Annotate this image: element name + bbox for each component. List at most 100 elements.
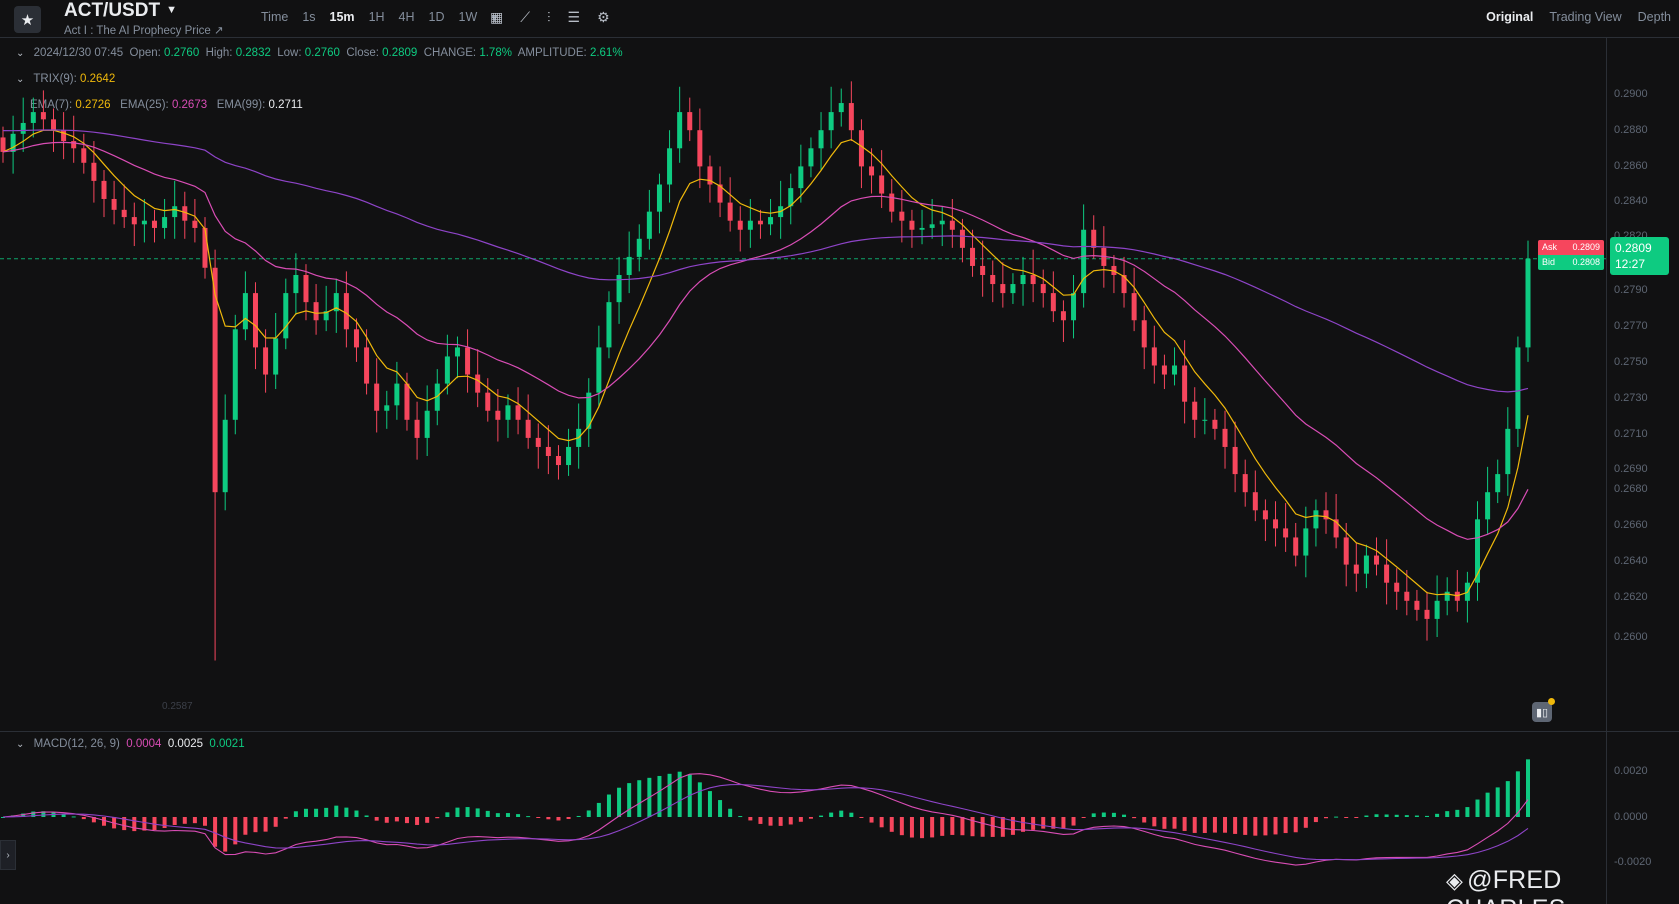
macd-histogram-bar	[384, 817, 389, 823]
layout-icon[interactable]: ☰	[567, 9, 581, 25]
interval-1s[interactable]: 1s	[302, 10, 316, 24]
axis-divider	[1606, 38, 1607, 904]
candle-body	[566, 446, 572, 466]
calendar-icon[interactable]: ▦	[490, 9, 504, 25]
candle-body	[1495, 474, 1501, 493]
candle-body	[1434, 600, 1440, 619]
macd-histogram-bar	[425, 817, 430, 823]
candle-body	[1222, 428, 1228, 447]
candle-body	[919, 227, 925, 230]
price-tick-label: 0.2710	[1614, 428, 1648, 440]
view-switcher: Original Trading View Depth	[1486, 10, 1671, 24]
candle-body	[515, 405, 521, 420]
macd-histogram-bar	[162, 817, 167, 829]
low-marker: 0.2587	[162, 701, 193, 712]
macd-histogram-bar	[1354, 817, 1359, 818]
view-depth[interactable]: Depth	[1637, 10, 1671, 24]
macd-histogram-bar	[1233, 817, 1238, 834]
macd-histogram-bar	[576, 815, 581, 817]
more-intervals-icon[interactable]: ▾	[491, 11, 498, 25]
candle-body	[1172, 365, 1178, 375]
candle-body	[91, 162, 97, 181]
macd-histogram-bar	[192, 817, 197, 824]
candle-body	[1141, 320, 1147, 348]
candle-body	[656, 184, 662, 212]
macd-histogram-bar	[1273, 817, 1278, 835]
macd-histogram-bar	[990, 817, 995, 837]
candle-body	[1121, 275, 1127, 294]
amplitude-value: 2.61%	[589, 47, 623, 59]
pair-selector[interactable]: ACT/USDT ▼	[64, 0, 177, 22]
candle-body	[293, 275, 299, 294]
pane-divider[interactable]	[0, 731, 1679, 732]
macd-histogram-bar	[920, 817, 925, 839]
macd-histogram-bar	[667, 773, 672, 817]
macd-histogram-bar	[909, 817, 914, 838]
view-trading-view[interactable]: Trading View	[1549, 10, 1622, 24]
macd-histogram-bar	[798, 817, 803, 822]
candle-body	[606, 302, 612, 348]
ema7-line	[2, 129, 1529, 597]
candle-body	[222, 419, 228, 493]
macd-histogram-bar	[233, 817, 238, 845]
price-tick-label: 0.2750	[1614, 356, 1648, 368]
candle-body	[1252, 492, 1258, 511]
view-original[interactable]: Original	[1486, 10, 1534, 24]
macd-histogram-bar	[303, 808, 308, 817]
interval-15m[interactable]: 15m	[329, 10, 355, 24]
macd-histogram-bar	[1505, 781, 1510, 817]
price-tick-label: 0.2730	[1614, 392, 1648, 404]
pair-subtitle-link[interactable]: Act I : The AI Prophecy Price ↗	[64, 25, 224, 37]
candle-body	[1131, 293, 1137, 321]
candle-body	[101, 180, 107, 199]
tradingview-icon[interactable]: ▮▯	[1532, 702, 1552, 722]
candle-body	[1333, 519, 1339, 538]
line-tool-icon[interactable]: ⟋	[520, 9, 531, 25]
candle-body	[1384, 564, 1390, 583]
interval-1w[interactable]: 1W	[458, 10, 478, 24]
macd-histogram-bar	[566, 817, 571, 820]
candle-body	[697, 130, 703, 167]
interval-time[interactable]: Time	[261, 10, 289, 24]
candle-body	[990, 275, 996, 285]
gear-icon[interactable]: ⚙	[597, 9, 610, 25]
candle-body	[757, 220, 763, 225]
expand-arrow-icon[interactable]: ›	[0, 840, 16, 870]
interval-4h[interactable]: 4H	[398, 10, 415, 24]
candle-body	[242, 293, 248, 330]
interval-1h[interactable]: 1H	[368, 10, 385, 24]
macd-histogram-bar	[819, 815, 824, 817]
ohlc-datetime: 2024/12/30 07:45	[33, 47, 124, 59]
candle-countdown: 12:27	[1615, 257, 1646, 271]
favorite-star-icon[interactable]: ★	[14, 6, 41, 33]
candle-body	[1444, 591, 1450, 601]
candle-body	[424, 410, 430, 438]
candle-body	[232, 329, 238, 420]
macd-histogram-bar	[728, 808, 733, 817]
top-toolbar: ★ ACT/USDT ▼ Act I : The AI Prophecy Pric…	[0, 0, 1679, 38]
macd-histogram-bar	[475, 808, 480, 817]
collapse-chevron-icon[interactable]: ⌄	[16, 739, 25, 750]
candle-body	[465, 347, 471, 375]
macd-histogram-bar	[546, 817, 551, 820]
bid-value: 0.2808	[1572, 257, 1600, 267]
ema7-value: 0.2726	[75, 99, 111, 111]
candle-body	[323, 311, 329, 321]
collapse-chevron-icon[interactable]: ⌄	[16, 74, 25, 85]
price-tick-label: 0.2660	[1614, 519, 1648, 531]
bid-row: Bid 0.2808	[1538, 255, 1604, 270]
candle-body	[1313, 510, 1319, 529]
macd-histogram-bar	[1435, 813, 1440, 817]
macd-histogram-bar	[1313, 817, 1318, 823]
candle-body	[1020, 275, 1026, 285]
macd-histogram-bar	[596, 802, 601, 817]
candle-body	[1505, 428, 1511, 475]
candle-body	[202, 227, 208, 268]
collapse-chevron-icon[interactable]: ⌄	[16, 48, 25, 59]
indicator-icon[interactable]: ⫶	[547, 9, 551, 25]
macd-hist-value: 0.0021	[209, 738, 245, 750]
candle-body	[384, 405, 390, 411]
interval-1d[interactable]: 1D	[428, 10, 445, 24]
macd-histogram-bar	[324, 807, 329, 817]
